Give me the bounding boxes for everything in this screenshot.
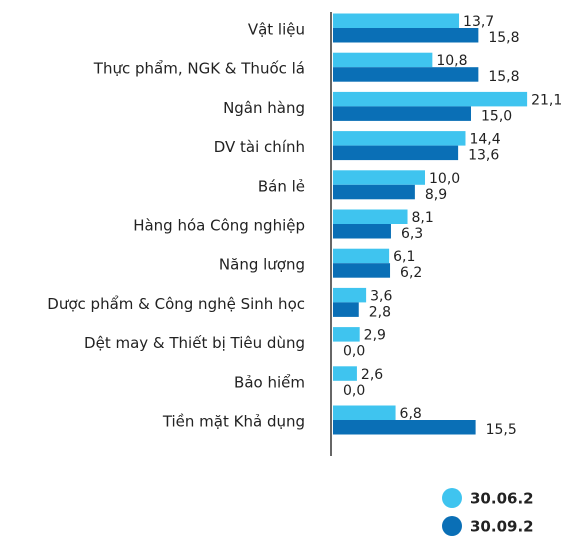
value-label: 6,2: [400, 265, 422, 281]
category-label: Vật liệu: [248, 21, 305, 39]
bar: [333, 67, 479, 82]
value-label: 10,0: [429, 171, 460, 187]
category-label: Dệt may & Thiết bị Tiêu dùng: [84, 334, 305, 352]
value-label: 21,1: [531, 92, 562, 108]
value-label: 6,1: [393, 249, 415, 265]
category-label: Bán lẻ: [258, 177, 305, 195]
legend-swatch: [442, 488, 462, 508]
category-label: DV tài chính: [214, 138, 305, 156]
legend-label: 30.09.2: [470, 518, 534, 536]
category-label: Hàng hóa Công nghiệp: [133, 217, 305, 235]
legend-swatch: [442, 516, 462, 536]
value-label: 0,0: [343, 344, 365, 360]
bar: [333, 52, 433, 68]
value-label: 2,9: [364, 328, 386, 344]
value-label: 13,7: [463, 14, 494, 30]
value-label: 8,1: [412, 210, 434, 226]
bar: [333, 184, 415, 200]
category-label: Dược phẩm & Công nghệ Sinh học: [47, 295, 305, 313]
bar: [333, 131, 466, 146]
value-label: 0,0: [343, 383, 365, 399]
value-label: 13,6: [468, 148, 499, 164]
value-label: 3,6: [370, 288, 392, 304]
value-label: 6,3: [401, 226, 423, 242]
bar: [333, 420, 476, 435]
bar: [333, 327, 360, 342]
bar: [333, 170, 425, 185]
bar: [333, 302, 359, 317]
bar: [333, 13, 460, 28]
value-label: 15,5: [486, 422, 517, 438]
bar: [333, 106, 471, 121]
value-label: 15,8: [488, 30, 519, 46]
category-label: Thực phẩm, NGK & Thuốc lá: [93, 60, 305, 78]
bar: [333, 405, 396, 420]
category-label: Bảo hiểm: [234, 373, 305, 391]
bar: [333, 287, 367, 303]
value-label: 2,6: [361, 367, 383, 383]
bar: [333, 209, 408, 224]
value-label: 10,8: [436, 53, 467, 69]
bar: [333, 91, 528, 107]
bar: [333, 28, 479, 43]
category-label: Tiền mặt Khả dụng: [162, 413, 305, 431]
value-label: 8,9: [425, 187, 447, 203]
bar: [333, 224, 391, 239]
bar: [333, 248, 390, 264]
legend-label: 30.06.2: [470, 490, 534, 508]
bar: [333, 263, 391, 278]
value-label: 15,8: [488, 69, 519, 85]
category-label: Ngân hàng: [223, 99, 305, 117]
value-label: 14,4: [469, 132, 500, 148]
value-label: 15,0: [481, 108, 512, 124]
value-label: 6,8: [400, 406, 422, 422]
category-label: Năng lượng: [219, 256, 305, 274]
bar: [333, 145, 459, 161]
value-label: 2,8: [369, 304, 391, 320]
bar: [333, 366, 357, 381]
